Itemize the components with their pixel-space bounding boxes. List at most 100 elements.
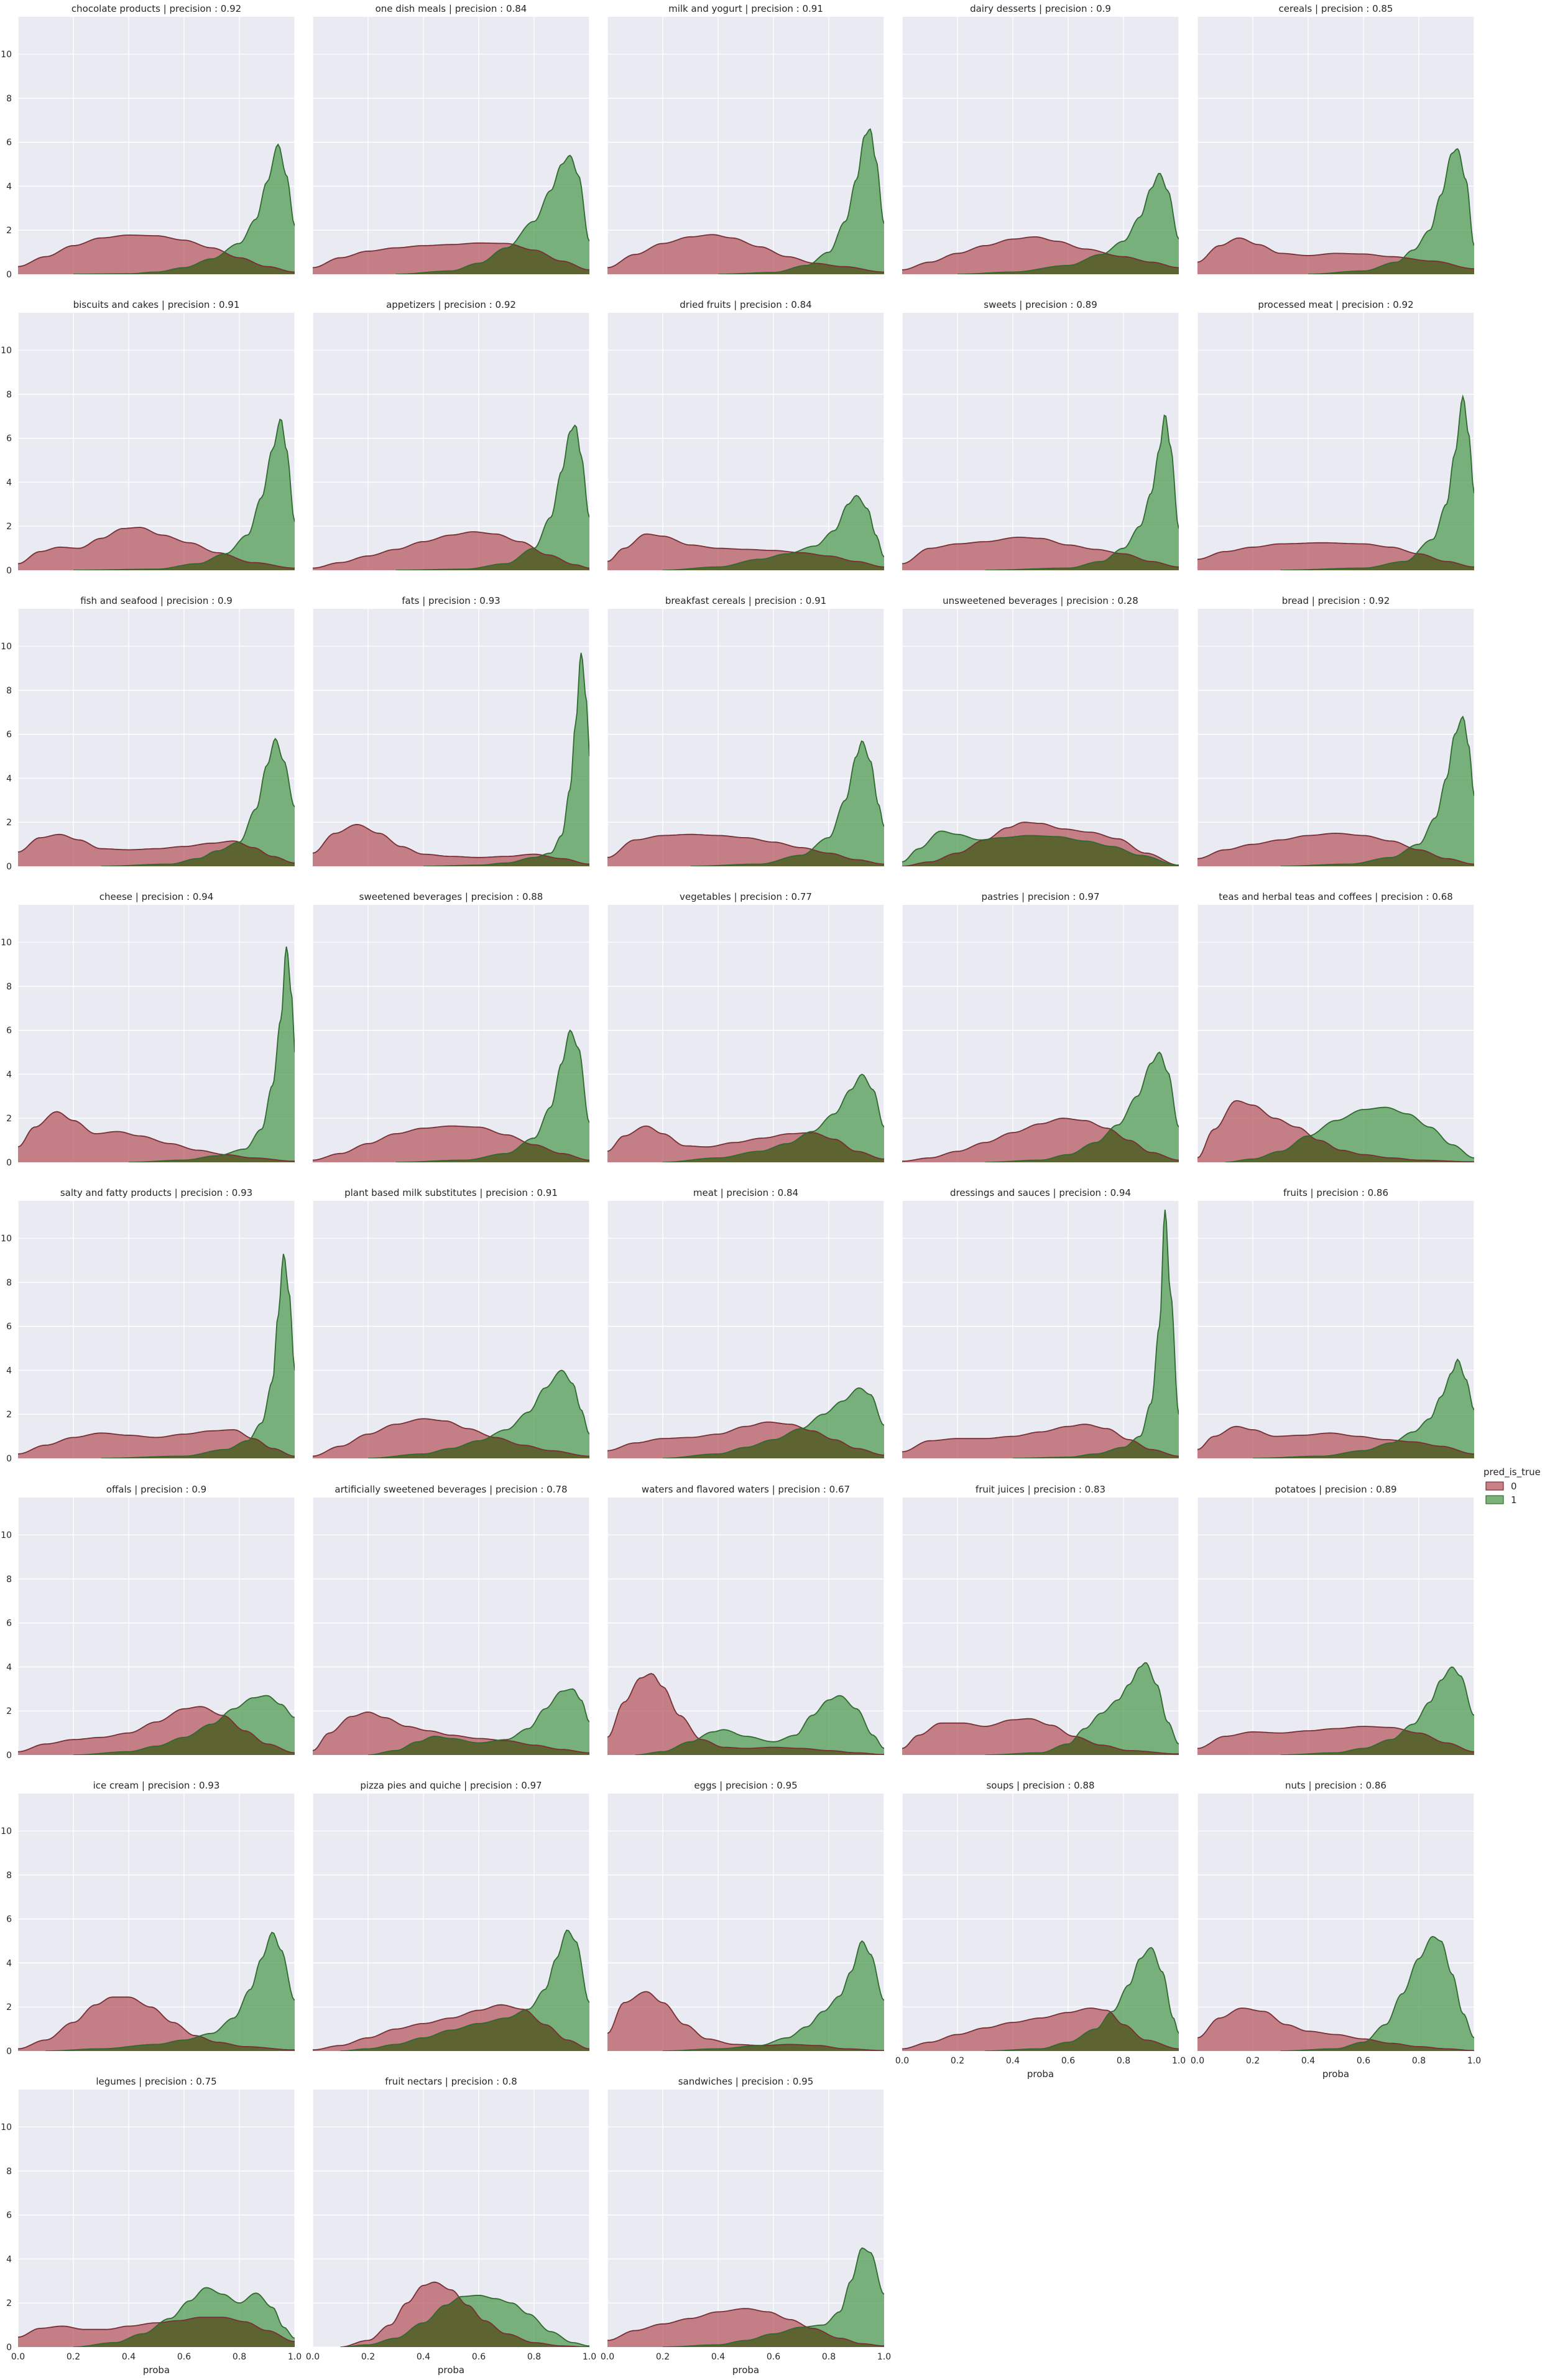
x-tick-label: 0.4 xyxy=(711,2352,725,2362)
y-tick-label: 8 xyxy=(6,982,12,992)
panel-27: waters and flavored waters | precision :… xyxy=(607,1484,885,1756)
y-tick-label: 2 xyxy=(6,2003,12,2012)
density-overlap xyxy=(1225,1136,1474,1162)
density-overlap xyxy=(1253,1440,1474,1458)
density-line-0 xyxy=(313,1711,589,1754)
panel-grid: chocolate products | precision : 0.92 0 2 4… xyxy=(1,3,1481,2376)
panel-12: breakfast cereals | precision : 0.91 xyxy=(607,595,885,867)
density-line-0 xyxy=(607,533,884,568)
density-line-1 xyxy=(718,128,884,274)
density-area-0 xyxy=(607,1674,884,1755)
y-tick-label: 0 xyxy=(6,2343,12,2353)
y-tick-label: 10 xyxy=(1,1530,12,1540)
gridlines xyxy=(17,313,295,571)
density-overlap xyxy=(985,553,1179,570)
legend-title: pred_is_true xyxy=(1483,1466,1541,1478)
density-plot xyxy=(18,143,295,274)
panel-9: processed meat | precision : 0.92 xyxy=(1197,299,1475,571)
density-line-1 xyxy=(395,424,589,570)
density-line-0 xyxy=(902,236,1179,271)
density-plot xyxy=(18,947,295,1162)
density-plot xyxy=(1197,1358,1474,1458)
panel-34: nuts | precision : 0.86 0.0 0.2 0.4 0.6 0.8 1.… xyxy=(1191,1780,1481,2080)
y-tick-label: 4 xyxy=(6,1958,12,1968)
x-tick-label: 0.0 xyxy=(306,2352,320,2362)
panel-13: unsweetened beverages | precision : 0.28 xyxy=(902,595,1179,867)
density-line-0 xyxy=(1197,2007,1474,2051)
density-overlap xyxy=(45,2036,295,2051)
legend-label-0: 0 xyxy=(1511,1481,1517,1492)
density-line-0 xyxy=(18,1996,295,2051)
panel-title: breakfast cereals | precision : 0.91 xyxy=(665,595,826,606)
panel-8: sweets | precision : 0.89 xyxy=(902,299,1179,571)
panel-25: offals | precision : 0.9 0 2 4 6 8 10 xyxy=(1,1484,295,1761)
density-overlap xyxy=(985,2012,1179,2051)
density-line-1 xyxy=(73,143,295,274)
density-overlap xyxy=(340,2297,589,2347)
y-tick-label: 0 xyxy=(6,862,12,872)
y-tick-label: 8 xyxy=(6,94,12,104)
panel-title: salty and fatty products | precision : 0… xyxy=(60,1187,252,1198)
density-plot xyxy=(902,1051,1179,1162)
density-overlap xyxy=(1280,2039,1474,2051)
y-tick-label: 8 xyxy=(6,1278,12,1288)
y-tick-label: 8 xyxy=(6,1871,12,1881)
density-overlap xyxy=(340,2009,589,2051)
y-tick-label: 0 xyxy=(6,1751,12,1761)
density-overlap xyxy=(718,263,884,274)
density-area-1 xyxy=(368,1688,589,1755)
density-line-0 xyxy=(902,822,1179,866)
density-plot xyxy=(1197,1666,1474,1755)
density-overlap xyxy=(985,1129,1179,1162)
density-line-1 xyxy=(663,2247,884,2347)
density-line-0 xyxy=(1197,1726,1474,1753)
density-line-1 xyxy=(423,652,589,866)
density-plot xyxy=(1197,394,1474,570)
panel-title: potatoes | precision : 0.89 xyxy=(1275,1484,1396,1495)
y-tick-label: 4 xyxy=(6,1070,12,1080)
density-line-1 xyxy=(690,740,884,866)
x-tick-label: 0.2 xyxy=(1246,2056,1260,2066)
panel-title: fruit nectars | precision : 0.8 xyxy=(385,2076,517,2087)
panel-title: cheese | precision : 0.94 xyxy=(99,891,214,902)
y-tick-label: 10 xyxy=(1,1827,12,1836)
density-overlap xyxy=(1280,553,1474,570)
density-area-1 xyxy=(1280,716,1474,866)
density-area-0 xyxy=(902,1718,1179,1755)
panel-37: sandwiches | precision : 0.95 0.0 0.2 0.4 0.… xyxy=(601,2076,891,2376)
panel-title: fruits | precision : 0.86 xyxy=(1283,1187,1388,1198)
density-area-1 xyxy=(1308,149,1474,274)
panel-title: legumes | precision : 0.75 xyxy=(96,2076,216,2087)
density-line-1 xyxy=(663,494,884,570)
density-area-1 xyxy=(395,425,589,570)
panel-18: pastries | precision : 0.97 xyxy=(902,891,1179,1163)
density-line-0 xyxy=(607,1991,884,2051)
density-area-0 xyxy=(1197,2008,1474,2051)
y-tick-label: 10 xyxy=(1,938,12,948)
density-overlap xyxy=(395,548,589,570)
density-area-1 xyxy=(45,1932,295,2051)
density-line-0 xyxy=(902,537,1179,568)
density-area-1 xyxy=(1013,1210,1179,1458)
gridlines xyxy=(607,17,885,275)
density-area-1 xyxy=(985,1947,1179,2051)
density-line-0 xyxy=(607,833,884,865)
panel-title: bread | precision : 0.92 xyxy=(1282,595,1390,606)
density-plot xyxy=(607,494,884,570)
gridlines xyxy=(607,609,885,867)
density-plot xyxy=(902,1662,1179,1755)
density-plot xyxy=(313,1688,589,1755)
density-plot xyxy=(340,2281,589,2347)
density-line-0 xyxy=(607,234,884,273)
panel-title: nuts | precision : 0.86 xyxy=(1285,1780,1386,1791)
gridlines xyxy=(312,905,590,1163)
density-overlap xyxy=(368,1437,589,1458)
density-plot xyxy=(18,2287,295,2347)
x-tick-label: 0.6 xyxy=(472,2352,486,2362)
density-area-1 xyxy=(368,1370,589,1458)
y-tick-label: 4 xyxy=(6,1366,12,1376)
panel-36: fruit nectars | precision : 0.8 0.0 0.2 0.4… xyxy=(306,2076,596,2376)
density-plot xyxy=(18,1254,295,1458)
x-tick-label: 0.4 xyxy=(122,2352,136,2362)
x-axis-label: proba xyxy=(438,2364,464,2376)
